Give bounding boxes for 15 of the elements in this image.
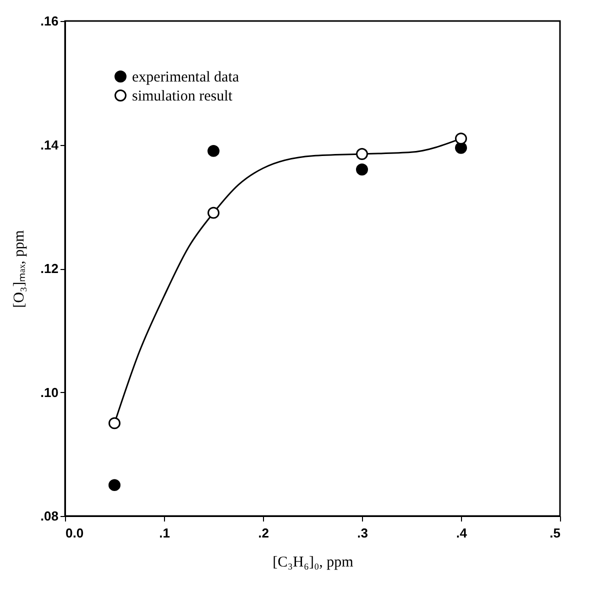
x-tick-label: 0.0 xyxy=(66,526,84,540)
x-tick-label: .5 xyxy=(550,526,560,540)
x-tick-label: .2 xyxy=(258,526,269,540)
y-tick-label: .14 xyxy=(40,137,60,152)
y-tick-label: .16 xyxy=(40,14,58,28)
y-tick-label: .12 xyxy=(40,261,58,276)
x-tick-label: .4 xyxy=(456,526,468,540)
legend-label: experimental data xyxy=(132,70,240,86)
x-axis-title: [C₃H₆]₀, ppm xyxy=(272,554,354,570)
legend-label: simulation result xyxy=(132,88,234,104)
y-axis-title: [O₃]ₘₐₓ, ppm xyxy=(11,230,28,308)
x-tick-label: .1 xyxy=(159,526,170,540)
y-tick-label: .08 xyxy=(40,508,58,524)
y-tick-label: .10 xyxy=(40,384,58,400)
x-tick-label: .3 xyxy=(357,526,368,540)
